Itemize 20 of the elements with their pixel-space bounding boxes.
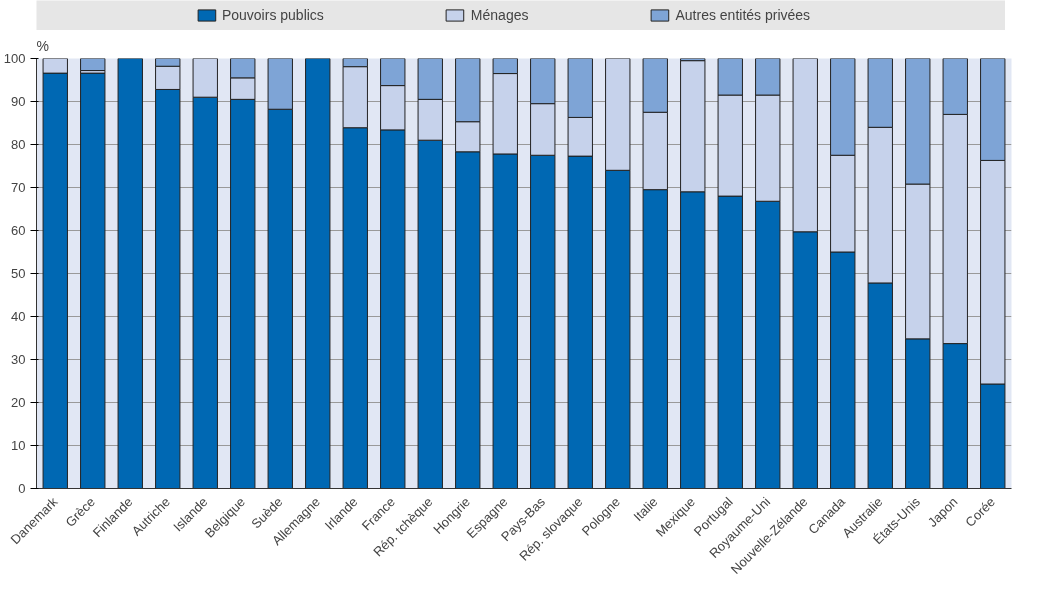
x-tick-label: Italie bbox=[630, 494, 661, 525]
y-tick-label: 0 bbox=[18, 481, 26, 496]
bar bbox=[80, 72, 106, 489]
bar bbox=[80, 58, 106, 72]
y-tick-label: 40 bbox=[11, 309, 26, 324]
bar bbox=[305, 58, 331, 489]
y-tick-label: 10 bbox=[11, 438, 26, 453]
y-tick-label: 60 bbox=[11, 223, 26, 238]
y-tick-label: 100 bbox=[3, 51, 26, 66]
y-tick-label: 30 bbox=[11, 352, 26, 367]
legend-label: Pouvoirs publics bbox=[221, 7, 324, 23]
y-tick-label: 70 bbox=[11, 180, 26, 195]
y-tick-label: 20 bbox=[11, 395, 26, 410]
y-axis-title: % bbox=[36, 37, 49, 54]
y-tick-label: 80 bbox=[11, 137, 26, 152]
y-tick-label: 50 bbox=[11, 266, 26, 281]
legend-label: Autres entités privées bbox=[675, 7, 811, 23]
bar bbox=[117, 58, 143, 489]
y-tick-label: 90 bbox=[11, 94, 26, 109]
legend-label: Ménages bbox=[470, 7, 529, 23]
